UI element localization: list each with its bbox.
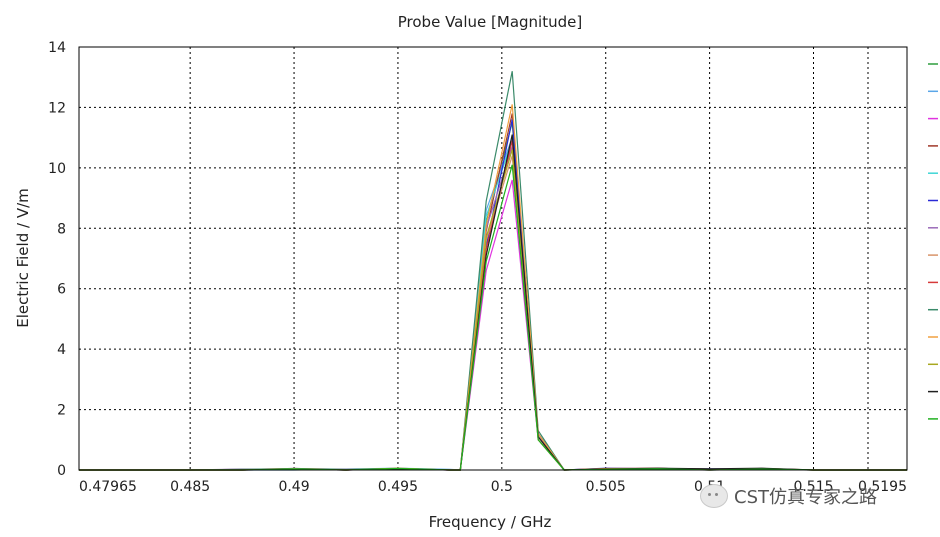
x-tick-label: 0.495 xyxy=(378,479,418,495)
x-tick-label: 0.5195 xyxy=(858,479,907,495)
y-tick-label: 12 xyxy=(48,100,66,116)
series-line-13 xyxy=(79,134,907,471)
x-tick-label: 0.5 xyxy=(491,479,513,495)
y-tick-label: 0 xyxy=(57,463,66,479)
watermark: CST仿真专家之路 xyxy=(700,481,877,511)
series-line-10 xyxy=(79,71,907,471)
x-tick-label: 0.49 xyxy=(278,479,309,495)
series-line-11 xyxy=(79,104,907,471)
x-tick-label: 0.505 xyxy=(586,479,626,495)
wechat-icon xyxy=(700,484,728,508)
y-tick-label: 10 xyxy=(48,161,66,177)
x-axis-label: Frequency / GHz xyxy=(429,513,552,531)
y-axis: 0 2 4 6 8 10 12 14 xyxy=(48,40,66,479)
x-axis: 0.479650.4850.490.4950.50.5050.510.5150.… xyxy=(79,479,907,495)
chart-title: Probe Value [Magnitude] xyxy=(398,13,582,31)
y-tick-label: 2 xyxy=(57,403,66,419)
x-tick-label: 0.485 xyxy=(170,479,210,495)
y-tick-label: 8 xyxy=(57,221,66,237)
x-tick-label: 0.515 xyxy=(793,479,833,495)
series-group xyxy=(79,71,907,471)
series-line-6 xyxy=(79,119,907,471)
series-line-2 xyxy=(79,137,907,471)
y-tick-label: 6 xyxy=(57,282,66,298)
series-line-1 xyxy=(79,122,907,471)
grid xyxy=(79,47,907,470)
y-tick-label: 4 xyxy=(57,342,66,358)
legend xyxy=(928,63,938,420)
watermark-text: CST仿真专家之路 xyxy=(734,487,877,508)
y-tick-label: 14 xyxy=(48,40,66,56)
y-axis-label: Electric Field / V/m xyxy=(14,188,32,328)
x-tick-label: 0.47965 xyxy=(79,479,137,495)
plot-frame xyxy=(78,46,908,471)
